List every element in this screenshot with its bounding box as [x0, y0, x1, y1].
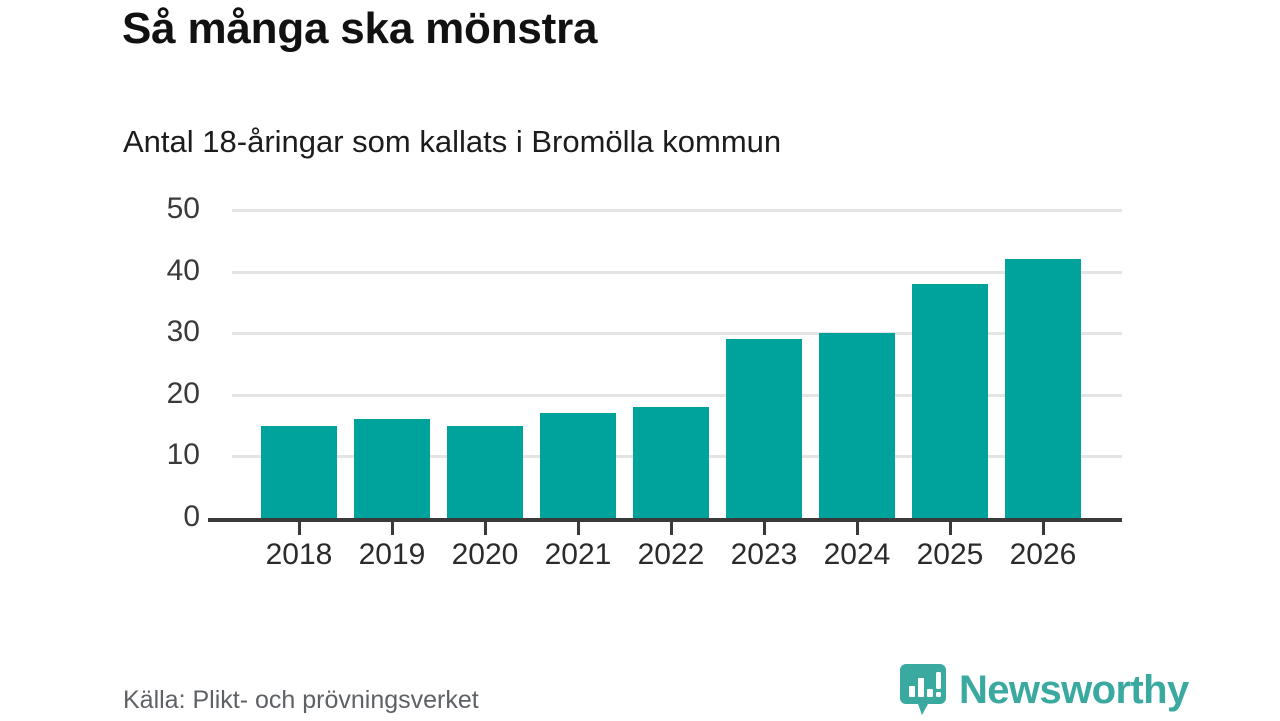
- bar-2024[interactable]: [819, 333, 895, 518]
- x-axis-label-2024: 2024: [823, 538, 891, 571]
- y-axis-tick-label: 40: [166, 253, 200, 287]
- chart-bubble-icon: [900, 664, 946, 716]
- gridline: [232, 209, 1122, 212]
- gridline: [232, 332, 1122, 336]
- x-axis-tick: [763, 522, 766, 535]
- x-axis-tick: [856, 522, 859, 535]
- bar-2021[interactable]: [540, 413, 616, 518]
- bar-2023[interactable]: [726, 339, 802, 518]
- x-axis-label-2021: 2021: [544, 538, 612, 571]
- x-axis-label-2019: 2019: [358, 538, 426, 571]
- x-axis-label-2020: 2020: [451, 538, 519, 571]
- x-axis-label-2022: 2022: [637, 538, 705, 571]
- bar-2022[interactable]: [633, 407, 709, 518]
- gridline: [232, 393, 1122, 397]
- chart-subtitle: Antal 18-åringar som kallats i Bromölla …: [123, 124, 782, 159]
- x-axis-tick: [949, 522, 952, 535]
- x-axis-label-2023: 2023: [730, 538, 798, 571]
- bar-2026[interactable]: [1005, 259, 1081, 518]
- x-axis-tick: [298, 522, 301, 535]
- gridline: [232, 270, 1122, 274]
- x-axis-tick: [484, 522, 487, 535]
- x-axis-line: [208, 518, 1122, 522]
- bar-2019[interactable]: [354, 419, 430, 518]
- page-title: Så många ska mönstra: [122, 4, 598, 53]
- y-axis-tick-label: 30: [166, 315, 200, 349]
- y-axis-tick-label: 0: [183, 500, 200, 533]
- source-note: Källa: Plikt- och prövningsverket: [123, 686, 479, 714]
- newsworthy-logo: Newsworthy: [900, 664, 1189, 716]
- y-axis-tick-label: 10: [166, 438, 200, 472]
- brand-wordmark: Newsworthy: [959, 668, 1189, 712]
- x-axis-tick: [1042, 522, 1045, 535]
- bar-2020[interactable]: [447, 425, 523, 518]
- x-axis-label-2026: 2026: [1009, 538, 1077, 571]
- x-axis-label-2025: 2025: [916, 538, 984, 571]
- x-axis-label-2018: 2018: [265, 538, 333, 571]
- y-axis-tick-label: 50: [166, 192, 200, 225]
- x-axis-tick: [391, 522, 394, 535]
- y-axis-tick-label: 20: [166, 376, 200, 410]
- x-axis-tick: [670, 522, 673, 535]
- bar-2018[interactable]: [261, 425, 337, 518]
- bar-2025[interactable]: [912, 283, 988, 518]
- x-axis-tick: [577, 522, 580, 535]
